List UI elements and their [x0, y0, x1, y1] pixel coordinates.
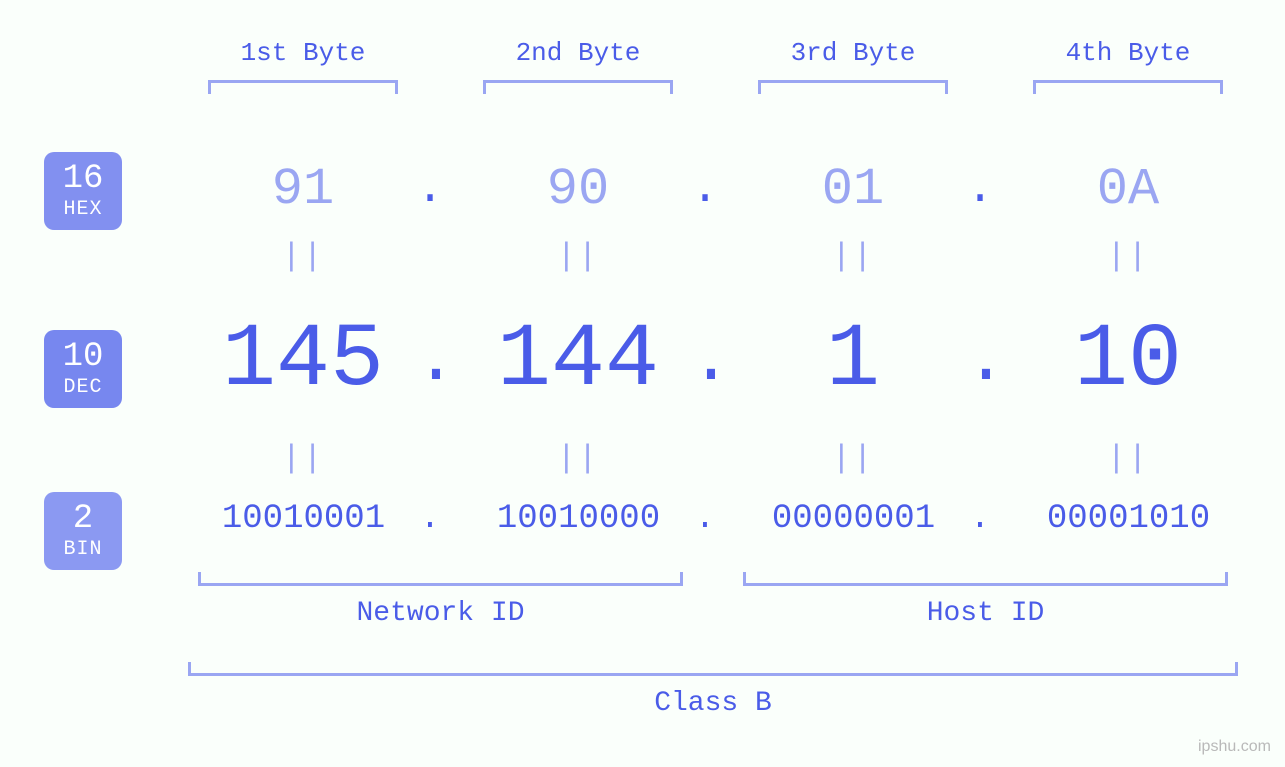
network-bracket — [198, 572, 683, 586]
byte-label-1: 1st Byte — [203, 38, 403, 68]
eq-1-2: || — [478, 238, 678, 275]
class-bracket — [188, 662, 1238, 676]
dec-dot-1: . — [415, 322, 445, 401]
bin-dot-1: . — [415, 500, 445, 538]
bin-dot-2: . — [690, 500, 720, 538]
badge-hex-label: HEX — [63, 199, 102, 221]
byte-bracket-2 — [483, 80, 673, 94]
badge-dec: 10 DEC — [44, 330, 122, 408]
dec-dot-3: . — [965, 322, 995, 401]
dec-byte-2: 144 — [463, 310, 693, 412]
eq-2-2: || — [478, 440, 678, 477]
watermark: ipshu.com — [1198, 738, 1271, 756]
hex-dot-3: . — [965, 163, 995, 215]
hex-dot-1: . — [415, 163, 445, 215]
byte-label-3: 3rd Byte — [753, 38, 953, 68]
eq-2-1: || — [203, 440, 403, 477]
class-label: Class B — [188, 688, 1238, 719]
bin-byte-1: 10010001 — [181, 500, 426, 538]
eq-2-4: || — [1028, 440, 1228, 477]
eq-1-3: || — [753, 238, 953, 275]
dec-byte-3: 1 — [738, 310, 968, 412]
bin-byte-3: 00000001 — [731, 500, 976, 538]
badge-hex-num: 16 — [63, 161, 104, 198]
network-id-label: Network ID — [198, 598, 683, 629]
bin-byte-4: 00001010 — [1006, 500, 1251, 538]
eq-1-1: || — [203, 238, 403, 275]
badge-bin: 2 BIN — [44, 492, 122, 570]
hex-byte-4: 0A — [1028, 160, 1228, 219]
host-id-label: Host ID — [743, 598, 1228, 629]
byte-bracket-3 — [758, 80, 948, 94]
badge-bin-label: BIN — [63, 539, 102, 561]
byte-label-2: 2nd Byte — [478, 38, 678, 68]
badge-bin-num: 2 — [73, 501, 93, 538]
dec-byte-1: 145 — [188, 310, 418, 412]
bin-dot-3: . — [965, 500, 995, 538]
eq-1-4: || — [1028, 238, 1228, 275]
dec-dot-2: . — [690, 322, 720, 401]
hex-byte-3: 01 — [753, 160, 953, 219]
host-bracket — [743, 572, 1228, 586]
hex-byte-1: 91 — [203, 160, 403, 219]
badge-dec-label: DEC — [63, 377, 102, 399]
badge-dec-num: 10 — [63, 339, 104, 376]
hex-dot-2: . — [690, 163, 720, 215]
byte-bracket-1 — [208, 80, 398, 94]
byte-label-4: 4th Byte — [1028, 38, 1228, 68]
hex-byte-2: 90 — [478, 160, 678, 219]
dec-byte-4: 10 — [1013, 310, 1243, 412]
badge-hex: 16 HEX — [44, 152, 122, 230]
bin-byte-2: 10010000 — [456, 500, 701, 538]
byte-bracket-4 — [1033, 80, 1223, 94]
eq-2-3: || — [753, 440, 953, 477]
